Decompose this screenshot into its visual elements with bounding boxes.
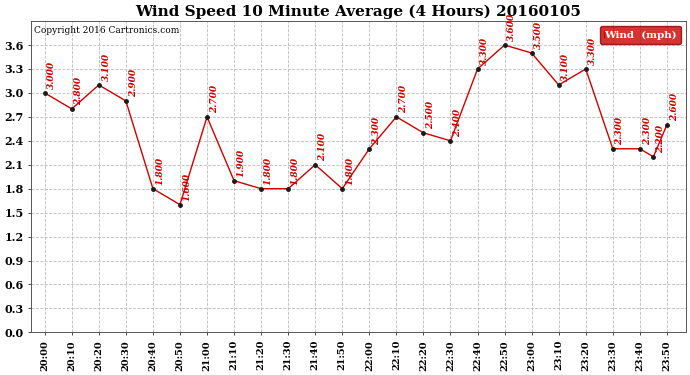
Text: 1.900: 1.900 xyxy=(237,148,246,177)
Text: 3.300: 3.300 xyxy=(589,37,598,65)
Text: 1.800: 1.800 xyxy=(291,157,300,185)
Legend: Wind  (mph): Wind (mph) xyxy=(600,26,680,44)
Text: 2.700: 2.700 xyxy=(399,85,408,113)
Text: 3.600: 3.600 xyxy=(507,13,516,41)
Text: 2.800: 2.800 xyxy=(75,77,83,105)
Text: 2.500: 2.500 xyxy=(426,101,435,129)
Text: 2.300: 2.300 xyxy=(615,117,624,145)
Text: 2.200: 2.200 xyxy=(656,124,665,153)
Text: 1.800: 1.800 xyxy=(156,157,165,185)
Text: 3.300: 3.300 xyxy=(480,37,489,65)
Text: 3.500: 3.500 xyxy=(534,21,543,49)
Title: Wind Speed 10 Minute Average (4 Hours) 20160105: Wind Speed 10 Minute Average (4 Hours) 2… xyxy=(135,4,582,18)
Text: 2.100: 2.100 xyxy=(318,133,327,161)
Text: 2.700: 2.700 xyxy=(210,85,219,113)
Text: 2.300: 2.300 xyxy=(372,117,381,145)
Text: 1.800: 1.800 xyxy=(345,157,354,185)
Text: 3.100: 3.100 xyxy=(562,53,571,81)
Text: 1.600: 1.600 xyxy=(183,172,192,201)
Text: 1.800: 1.800 xyxy=(264,157,273,185)
Text: 2.400: 2.400 xyxy=(453,109,462,137)
Text: 3.000: 3.000 xyxy=(48,61,57,89)
Text: 2.600: 2.600 xyxy=(669,93,678,121)
Text: 2.900: 2.900 xyxy=(128,69,137,97)
Text: Copyright 2016 Cartronics.com: Copyright 2016 Cartronics.com xyxy=(34,26,180,35)
Text: 2.300: 2.300 xyxy=(642,117,651,145)
Text: 3.100: 3.100 xyxy=(101,53,110,81)
